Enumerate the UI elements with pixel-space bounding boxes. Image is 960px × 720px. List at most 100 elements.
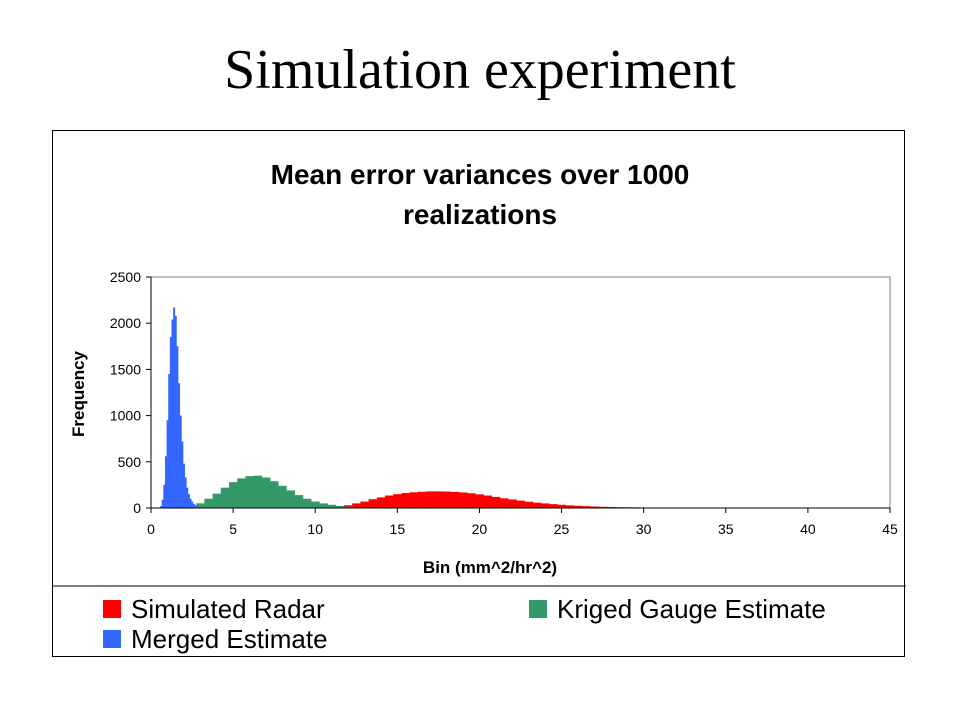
bar-simulated-radar bbox=[573, 505, 583, 508]
histogram-chart: Mean error variances over 1000 realizati… bbox=[53, 159, 906, 587]
bar-kriged-gauge-estimate bbox=[319, 503, 328, 508]
bar-kriged-gauge-estimate bbox=[220, 487, 230, 508]
bar-merged-estimate bbox=[184, 477, 187, 508]
bar-simulated-radar bbox=[450, 491, 460, 508]
bar-simulated-radar bbox=[508, 499, 517, 508]
bar-merged-estimate bbox=[186, 487, 189, 508]
bar-simulated-radar bbox=[368, 499, 378, 508]
bar-simulated-radar bbox=[442, 491, 451, 508]
bar-kriged-gauge-estimate bbox=[270, 481, 279, 508]
bar-kriged-gauge-estimate bbox=[204, 498, 213, 508]
x-tick-label: 0 bbox=[147, 521, 155, 537]
bar-merged-estimate bbox=[192, 503, 195, 508]
bar-kriged-gauge-estimate bbox=[261, 477, 271, 508]
bar-simulated-radar bbox=[393, 494, 402, 508]
bar-merged-estimate bbox=[178, 383, 181, 508]
bar-simulated-radar bbox=[360, 501, 369, 508]
bar-merged-estimate bbox=[164, 456, 167, 508]
x-tick-label: 40 bbox=[800, 521, 816, 537]
chart-title-line-2: realizations bbox=[403, 199, 557, 230]
bar-simulated-radar bbox=[491, 496, 501, 508]
y-tick-label: 1500 bbox=[110, 361, 141, 377]
x-tick-label: 5 bbox=[229, 521, 237, 537]
bar-simulated-radar bbox=[499, 498, 509, 508]
bar-simulated-radar bbox=[606, 506, 616, 508]
bar-simulated-radar bbox=[565, 505, 575, 508]
slide-title: Simulation experiment bbox=[224, 39, 736, 101]
legend-label: Merged Estimate bbox=[131, 623, 328, 654]
bar-kriged-gauge-estimate bbox=[229, 482, 238, 508]
bar-kriged-gauge-estimate bbox=[212, 493, 222, 508]
bar-kriged-gauge-estimate bbox=[302, 498, 312, 508]
bar-simulated-radar bbox=[426, 491, 435, 508]
bar-kriged-gauge-estimate bbox=[343, 506, 353, 508]
bar-kriged-gauge-estimate bbox=[245, 476, 254, 508]
x-tick-label: 35 bbox=[718, 521, 734, 537]
bar-merged-estimate bbox=[196, 506, 199, 508]
bar-simulated-radar bbox=[417, 491, 427, 508]
y-tick-label: 2500 bbox=[110, 269, 141, 285]
bar-merged-estimate bbox=[171, 319, 174, 508]
bar-simulated-radar bbox=[582, 506, 591, 508]
x-axis-ticks: 0 5 10 15 20 25 30 35 40 45 bbox=[147, 508, 898, 537]
x-tick-label: 30 bbox=[636, 521, 652, 537]
bar-simulated-radar bbox=[475, 494, 484, 508]
y-tick-label: 0 bbox=[133, 500, 141, 516]
y-tick-label: 500 bbox=[118, 454, 142, 470]
bar-merged-estimate bbox=[168, 374, 171, 508]
bar-simulated-radar bbox=[343, 505, 353, 508]
chart-frame: Mean error variances over 1000 realizati… bbox=[52, 130, 906, 657]
bar-simulated-radar bbox=[524, 501, 534, 508]
bar-simulated-radar bbox=[401, 493, 410, 508]
bar-simulated-radar bbox=[434, 491, 443, 508]
bar-simulated-radar bbox=[590, 506, 599, 508]
chart-title-line-1: Mean error variances over 1000 bbox=[271, 159, 690, 190]
legend-label: Simulated Radar bbox=[131, 593, 325, 624]
x-tick-label: 45 bbox=[882, 521, 898, 537]
bar-kriged-gauge-estimate bbox=[294, 495, 304, 508]
bar-merged-estimate bbox=[183, 463, 185, 508]
x-tick-label: 15 bbox=[390, 521, 406, 537]
bar-simulated-radar bbox=[598, 506, 608, 508]
bar-simulated-radar bbox=[352, 503, 361, 508]
bar-simulated-radar bbox=[385, 495, 394, 508]
bar-merged-estimate bbox=[174, 315, 177, 508]
y-tick-label: 1000 bbox=[110, 408, 141, 424]
bar-merged-estimate bbox=[194, 505, 197, 508]
bar-merged-estimate bbox=[160, 506, 162, 508]
bar-merged-estimate bbox=[169, 337, 172, 508]
legend-swatch-red bbox=[103, 600, 121, 618]
bar-simulated-radar bbox=[376, 497, 386, 508]
y-axis-ticks: 0 500 1000 1500 2000 2500 bbox=[110, 269, 151, 516]
legend-item-kriged-gauge: Kriged Gauge Estimate bbox=[529, 593, 826, 624]
bar-simulated-radar bbox=[458, 492, 468, 508]
plot-area bbox=[150, 276, 891, 509]
x-tick-label: 10 bbox=[307, 521, 323, 537]
bar-kriged-gauge-estimate bbox=[253, 475, 263, 508]
y-tick-label: 2000 bbox=[110, 315, 141, 331]
bar-merged-estimate bbox=[181, 441, 184, 508]
legend-item-simulated-radar: Simulated Radar bbox=[103, 593, 325, 624]
y-axis-label: Frequency bbox=[69, 350, 88, 437]
bar-simulated-radar bbox=[541, 503, 550, 508]
bar-merged-estimate bbox=[189, 498, 192, 508]
bar-kriged-gauge-estimate bbox=[237, 478, 246, 508]
x-tick-label: 25 bbox=[554, 521, 570, 537]
bar-simulated-radar bbox=[532, 502, 542, 508]
bar-merged-estimate bbox=[191, 501, 194, 508]
legend-label: Kriged Gauge Estimate bbox=[557, 593, 826, 624]
bar-simulated-radar bbox=[409, 492, 419, 508]
bar-kriged-gauge-estimate bbox=[327, 504, 337, 508]
bar-merged-estimate bbox=[179, 415, 182, 508]
bar-kriged-gauge-estimate bbox=[286, 490, 295, 508]
bar-merged-estimate bbox=[173, 307, 176, 508]
x-tick-label: 20 bbox=[472, 521, 488, 537]
bar-simulated-radar bbox=[516, 500, 525, 508]
bar-kriged-gauge-estimate bbox=[311, 501, 320, 508]
bar-merged-estimate bbox=[163, 484, 166, 508]
bar-simulated-radar bbox=[557, 504, 566, 508]
bar-merged-estimate bbox=[187, 494, 190, 508]
bar-simulated-radar bbox=[549, 504, 558, 508]
legend-swatch-blue bbox=[103, 630, 121, 648]
bar-simulated-radar bbox=[483, 495, 493, 508]
